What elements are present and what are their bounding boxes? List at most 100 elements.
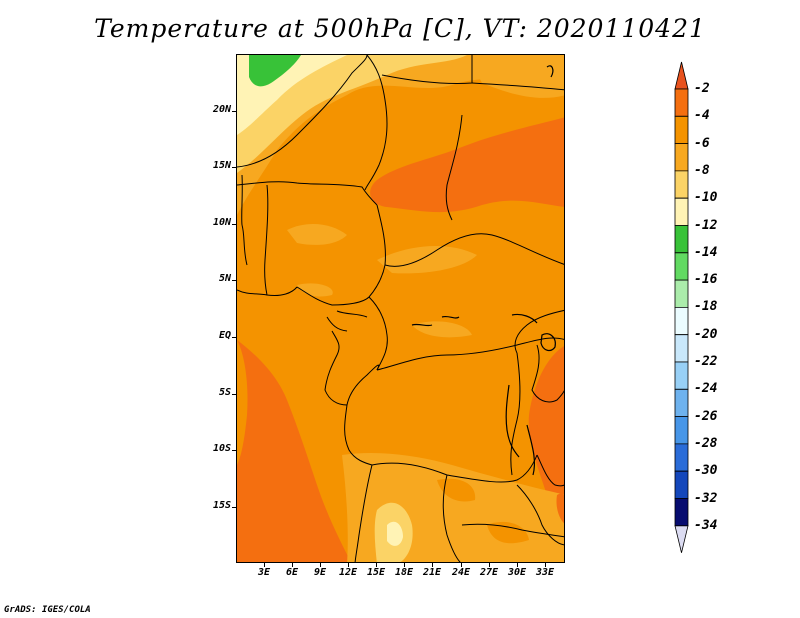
- border-gulf-guinea: [326, 310, 368, 332]
- lon-tick-21e: [432, 563, 433, 567]
- lon-label-12e: 12E: [338, 567, 358, 578]
- lat-tick-10n: [232, 224, 236, 225]
- lon-label-18e: 18E: [394, 567, 414, 578]
- colorbar-label: -20: [694, 326, 718, 342]
- lon-tick-9e: [320, 563, 321, 567]
- colorbar-bin: [674, 279, 689, 308]
- colorbar-label: -34: [694, 517, 718, 533]
- border-chad-sudan: [445, 114, 463, 221]
- border-niger-chad: [364, 55, 388, 191]
- border-zambia-south: [461, 523, 564, 538]
- lon-label-33e: 33E: [535, 567, 555, 578]
- border-libya-chad: [381, 55, 473, 85]
- colorbar-label: -8: [694, 162, 710, 178]
- colorbar-bin: [674, 197, 689, 226]
- lake-victoria-north: [511, 313, 538, 324]
- colorbar-bin: [674, 525, 689, 553]
- lat-label-10n: 10N: [212, 217, 231, 228]
- lon-label-27e: 27E: [479, 567, 499, 578]
- lat-label-20n: 20N: [212, 104, 231, 115]
- border-nigeria-niger: [237, 181, 378, 206]
- colorbar-bin: [674, 361, 689, 390]
- lon-tick-33e: [545, 563, 546, 567]
- colorbar-bin: [674, 470, 689, 499]
- nile-delta-mark: [546, 65, 554, 78]
- lake-tanganyika: [505, 384, 520, 458]
- border-west-edges: [241, 174, 248, 266]
- field-4-se-patch: [556, 493, 564, 524]
- lon-label-24e: 24E: [451, 567, 471, 578]
- colorbar-label: -10: [694, 190, 718, 206]
- border-cameroon-car: [368, 296, 388, 371]
- field-6-sw-wedge: [237, 340, 248, 465]
- lat-tick-20n: [232, 111, 236, 112]
- border-benin-nigeria: [264, 184, 269, 296]
- colorbar-bin: [674, 416, 689, 445]
- lon-tick-6e: [292, 563, 293, 567]
- map-title: Temperature at 500hPa [C], VT: 202011042…: [94, 14, 706, 43]
- lon-label-9e: 9E: [313, 567, 327, 578]
- lat-label-5n: 5N: [218, 273, 231, 284]
- colorbar-bin: [674, 115, 689, 145]
- lon-tick-12e: [348, 563, 349, 567]
- colorbar-label: -28: [694, 435, 718, 451]
- colorbar-label: -6: [694, 135, 710, 151]
- border-malawi: [516, 484, 564, 546]
- lon-label-21e: 21E: [422, 567, 442, 578]
- colorbar-label: -22: [694, 354, 718, 369]
- lat-tick-5n: [232, 280, 236, 281]
- colorbar-bin: [674, 252, 689, 281]
- lake-malawi: [526, 424, 536, 476]
- colorbar-bin: [674, 443, 689, 472]
- border-angola-zambia: [442, 474, 461, 562]
- lat-tick-15s: [232, 507, 236, 508]
- field-12-south: [387, 521, 403, 546]
- field-6-south-patch-2: [487, 521, 529, 544]
- colorbar-bin: [674, 498, 689, 527]
- lon-tick-3e: [264, 563, 265, 567]
- colorbar-label: -26: [694, 408, 718, 424]
- country-borders: [237, 55, 564, 562]
- border-tanzania: [536, 454, 564, 487]
- lon-tick-30e: [517, 563, 518, 567]
- temperature-field: [237, 55, 564, 562]
- colorbar-label: -2: [694, 81, 710, 96]
- field-14-patch: [249, 55, 301, 87]
- border-car-chad: [384, 233, 564, 267]
- lat-tick-10s: [232, 450, 236, 451]
- lat-label-eq: EQ: [218, 330, 231, 341]
- colorbar-bin: [674, 88, 689, 117]
- lat-tick-eq: [232, 337, 236, 338]
- lon-label-30e: 30E: [507, 567, 527, 578]
- colorbar-bin: [674, 61, 689, 90]
- border-sudan-south: [514, 309, 564, 354]
- border-drc-angola: [371, 454, 538, 483]
- lat-label-10s: 10S: [212, 443, 231, 454]
- colorbar-label: -18: [694, 299, 718, 315]
- field-8-patch-3: [297, 283, 333, 297]
- border-gabon: [324, 330, 348, 406]
- field-6-south-patch-1: [437, 478, 476, 502]
- colorbar-label: -14: [694, 244, 718, 260]
- colorbar-label: -12: [694, 217, 718, 233]
- lake-victoria: [540, 333, 556, 352]
- field-8-patch-1: [287, 223, 347, 245]
- grads-credit: GrADS: IGES/COLA: [4, 605, 91, 615]
- colorbar-label: -4: [694, 108, 710, 124]
- lat-tick-5s: [232, 394, 236, 395]
- field-4-north: [370, 117, 564, 213]
- field-8-patch-2: [377, 245, 477, 274]
- river-marks: [411, 315, 460, 327]
- colorbar-bin: [674, 225, 689, 254]
- lat-label-15s: 15S: [212, 500, 231, 511]
- colorbar-bin: [674, 306, 689, 336]
- field-4-southwest: [237, 340, 351, 562]
- colorbar-label: -24: [694, 381, 718, 397]
- colorbar-label: -30: [694, 463, 718, 479]
- lat-tick-15n: [232, 167, 236, 168]
- lon-label-3e: 3E: [257, 567, 271, 578]
- border-angola-namibia: [354, 464, 373, 562]
- lon-tick-15e: [376, 563, 377, 567]
- colorbar-label: -32: [694, 490, 718, 506]
